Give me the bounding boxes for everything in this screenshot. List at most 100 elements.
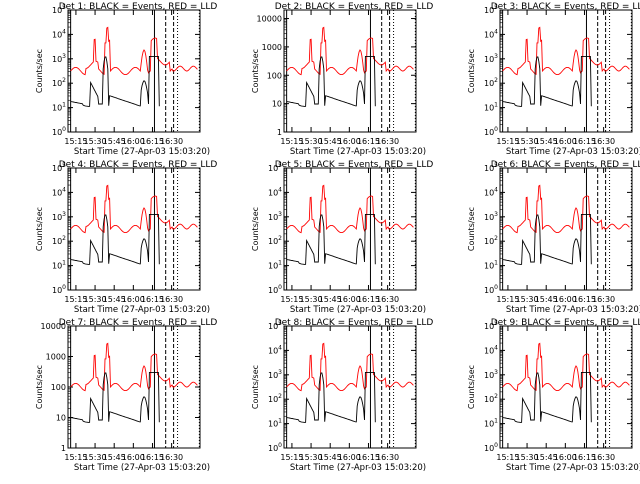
x-tick-label: 16:15 — [141, 137, 164, 146]
y-tick-label: 105 — [268, 320, 282, 331]
plot-frame — [499, 325, 633, 449]
series-lld-line — [286, 184, 414, 234]
y-tick-label: 100 — [484, 284, 498, 295]
x-axis-label: Start Time (27-Apr-03 15:03:20) — [74, 147, 210, 157]
y-tick-label: 101 — [52, 102, 66, 113]
x-tick-label: 16:30 — [160, 137, 183, 146]
x-axis-label: Start Time (27-Apr-03 15:03:20) — [506, 305, 640, 315]
y-tick-label: 1000 — [46, 353, 66, 362]
x-tick-label: 15:30 — [300, 137, 323, 146]
plot-frame — [67, 167, 201, 291]
y-tick-label: 104 — [484, 186, 498, 197]
y-tick-label: 104 — [484, 344, 498, 355]
detector-plot-5: Det 5: BLACK = Events, RED = LLD 100 101 10… — [251, 160, 433, 315]
x-tick-label: 15:45 — [103, 453, 126, 462]
series-lld-line — [502, 26, 630, 76]
x-tick-label: 16:15 — [357, 295, 380, 304]
x-tick-label: 15:15 — [496, 295, 519, 304]
x-tick-label: 16:15 — [357, 453, 380, 462]
series-lld-line — [70, 26, 198, 76]
series-events-line — [286, 371, 376, 423]
plot-title: Det 8: BLACK = Events, RED = LLD — [275, 318, 434, 328]
y-tick-label: 101 — [52, 260, 66, 271]
y-tick-label: 100 — [267, 71, 282, 80]
y-axis-label: Counts/sec — [467, 207, 476, 251]
y-tick-label: 100 — [52, 284, 66, 295]
series-lld-line — [502, 342, 630, 392]
y-tick-label: 10 — [56, 414, 66, 423]
y-tick-label: 102 — [484, 393, 498, 404]
x-tick-label: 16:30 — [592, 453, 615, 462]
y-tick-label: 101 — [268, 418, 282, 429]
y-tick-label: 1000 — [262, 43, 282, 52]
y-axis-label: Counts/sec — [251, 49, 260, 93]
x-tick-label: 15:15 — [280, 295, 303, 304]
y-tick-label: 100 — [268, 442, 282, 453]
x-tick-label: 16:30 — [160, 453, 183, 462]
x-tick-label: 15:15 — [496, 453, 519, 462]
y-tick-label: 101 — [484, 418, 498, 429]
plot-title: Det 3: BLACK = Events, RED = LLD — [491, 2, 640, 12]
series-events-line — [502, 371, 592, 423]
x-tick-label: 15:45 — [535, 453, 558, 462]
x-tick-label: 16:00 — [554, 453, 577, 462]
detector-plot-4: Det 4: BLACK = Events, RED = LLD 100 101 10… — [35, 160, 217, 315]
y-tick-label: 103 — [484, 211, 498, 222]
y-tick-label: 100 — [51, 383, 66, 392]
detector-plot-1: Det 1: BLACK = Events, RED = LLD 100 101 10… — [35, 2, 217, 157]
x-tick-label: 16:15 — [573, 453, 596, 462]
x-tick-label: 16:30 — [376, 295, 399, 304]
series-events-line — [286, 213, 376, 265]
y-tick-label: 105 — [52, 4, 66, 15]
y-tick-label: 100 — [484, 126, 498, 137]
x-tick-label: 15:15 — [496, 137, 519, 146]
x-tick-label: 16:30 — [160, 295, 183, 304]
x-axis-label: Start Time (27-Apr-03 15:03:20) — [290, 305, 426, 315]
series-events-line — [502, 213, 592, 265]
x-tick-label: 16:30 — [592, 137, 615, 146]
x-tick-label: 16:00 — [554, 295, 577, 304]
x-axis-label: Start Time (27-Apr-03 15:03:20) — [506, 147, 640, 157]
x-tick-label: 16:00 — [338, 453, 361, 462]
x-tick-label: 16:15 — [357, 137, 380, 146]
y-tick-label: 10000 — [257, 15, 282, 24]
x-tick-label: 15:30 — [516, 295, 539, 304]
x-tick-label: 15:30 — [84, 453, 107, 462]
x-tick-label: 16:30 — [376, 453, 399, 462]
y-tick-label: 103 — [268, 369, 282, 380]
y-tick-label: 105 — [52, 162, 66, 173]
series-events-line — [286, 55, 376, 107]
x-tick-label: 15:15 — [280, 137, 303, 146]
plot-title: Det 5: BLACK = Events, RED = LLD — [275, 160, 434, 170]
series-events-line — [70, 55, 160, 107]
x-tick-label: 15:45 — [319, 137, 342, 146]
y-tick-label: 101 — [268, 260, 282, 271]
series-events-line — [502, 55, 592, 107]
series-lld-line — [502, 184, 630, 234]
y-axis-label: Counts/sec — [35, 365, 44, 409]
x-tick-label: 15:30 — [516, 453, 539, 462]
x-tick-label: 15:45 — [103, 295, 126, 304]
series-events-line — [70, 213, 160, 265]
y-tick-label: 102 — [268, 393, 282, 404]
x-axis-label: Start Time (27-Apr-03 15:03:20) — [506, 463, 640, 473]
x-tick-label: 16:00 — [122, 137, 145, 146]
y-tick-label: 104 — [52, 186, 66, 197]
y-tick-label: 103 — [268, 211, 282, 222]
x-axis-label: Start Time (27-Apr-03 15:03:20) — [74, 305, 210, 315]
y-axis-label: Counts/sec — [35, 207, 44, 251]
x-tick-label: 16:30 — [376, 137, 399, 146]
x-tick-label: 16:00 — [554, 137, 577, 146]
y-tick-label: 103 — [484, 369, 498, 380]
y-tick-label: 104 — [484, 28, 498, 39]
x-axis-label: Start Time (27-Apr-03 15:03:20) — [290, 147, 426, 157]
y-tick-label: 103 — [52, 53, 66, 64]
x-tick-label: 15:45 — [319, 453, 342, 462]
x-tick-label: 16:15 — [573, 295, 596, 304]
y-tick-label: 1 — [277, 128, 282, 137]
detector-plot-8: Det 8: BLACK = Events, RED = LLD 100 101 10… — [251, 318, 433, 473]
x-tick-label: 15:30 — [300, 453, 323, 462]
plot-frame — [283, 9, 417, 133]
